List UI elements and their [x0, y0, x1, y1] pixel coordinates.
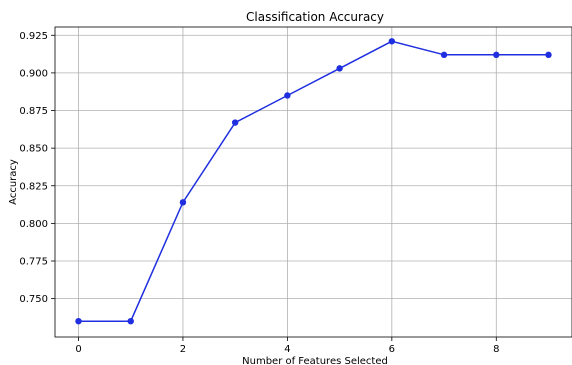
chart-title: Classification Accuracy — [246, 10, 384, 24]
y-tick-label: 0.800 — [19, 219, 48, 230]
x-axis-ticks: 0 2 4 6 8 — [75, 337, 499, 355]
x-tick-label: 2 — [180, 344, 186, 355]
x-tick-label: 4 — [284, 344, 290, 355]
y-axis-ticks: 0.750 0.775 0.800 0.825 0.850 0.875 0.900 0.925 — [19, 31, 55, 305]
data-point — [440, 51, 448, 59]
x-tick-label: 0 — [75, 344, 81, 355]
data-point — [284, 92, 291, 99]
y-tick-label: 0.925 — [19, 31, 48, 42]
y-tick-label: 0.900 — [19, 68, 48, 79]
y-tick-label: 0.850 — [19, 144, 48, 155]
accuracy-line — [78, 40, 549, 322]
y-tick-label: 0.825 — [19, 181, 48, 192]
x-tick-label: 6 — [389, 344, 395, 355]
y-tick-label: 0.750 — [19, 294, 48, 305]
data-point — [127, 317, 134, 325]
x-tick-label: 8 — [493, 344, 499, 355]
data-point — [545, 51, 552, 59]
y-tick-label: 0.875 — [19, 106, 48, 117]
series-layer — [75, 38, 552, 325]
data-point — [493, 51, 500, 59]
grid-lines — [55, 27, 572, 337]
y-tick-label: 0.775 — [19, 257, 48, 268]
data-point — [179, 199, 187, 206]
data-point — [336, 65, 343, 72]
plot-frame — [54, 26, 572, 338]
data-point — [388, 38, 396, 45]
data-point — [75, 317, 82, 325]
x-axis-title: Number of Features Selected — [242, 356, 388, 365]
y-axis-title: Accuracy — [8, 159, 19, 205]
data-point — [231, 119, 239, 126]
